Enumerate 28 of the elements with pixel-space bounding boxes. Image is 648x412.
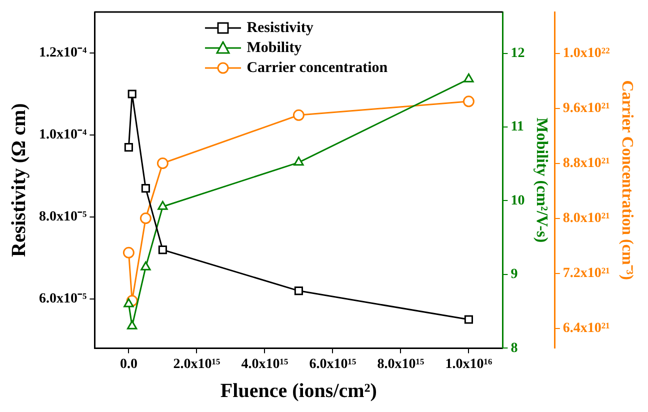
y-tick-label: 1.0x10⁻⁴ [38, 128, 88, 143]
y2-tick-label: 8 [510, 340, 518, 356]
y-tick-label: 1.2x10⁻⁴ [38, 46, 88, 61]
legend-label: Mobility [246, 40, 302, 56]
y-tick-label: 6.0x10⁻⁵ [38, 292, 87, 307]
y3-tick-label: 8.0x10²¹ [562, 210, 610, 226]
y3-tick-label: 1.0x10²² [562, 46, 610, 61]
y-axis-title: Resistivity (Ω cm) [8, 103, 30, 257]
y-tick-label: 8.0x10⁻⁵ [38, 210, 87, 225]
y3-tick-label: 6.4x10²¹ [562, 320, 610, 336]
y3-tick-label: 9.6x10²¹ [562, 100, 610, 116]
x-axis-title: Fluence (ions/cm²) [220, 380, 377, 402]
y2-tick-label: 11 [510, 120, 524, 135]
y3-tick-label: 8.8x10²¹ [562, 156, 610, 171]
x-tick-label: 0.0 [120, 357, 138, 372]
x-tick-label: 2.0x10¹⁵ [173, 357, 220, 372]
y2-tick-label: 9 [510, 267, 518, 282]
y2-axis-title: Mobility (cm²/V-s) [533, 118, 550, 243]
legend-label: Carrier concentration [246, 60, 388, 76]
x-tick-label: 1.0x10¹⁶ [445, 357, 492, 372]
x-tick-label: 6.0x10¹⁵ [309, 357, 356, 372]
x-tick-label: 8.0x10¹⁵ [377, 357, 424, 372]
y2-tick-label: 10 [510, 193, 525, 208]
y3-axis-title: Carrier Concentration (cm⁻³) [618, 80, 636, 280]
y3-tick-label: 7.2x10²¹ [562, 266, 610, 281]
legend-label: Resistivity [246, 20, 314, 36]
y2-tick-label: 12 [510, 46, 525, 61]
x-tick-label: 4.0x10¹⁵ [241, 357, 288, 372]
